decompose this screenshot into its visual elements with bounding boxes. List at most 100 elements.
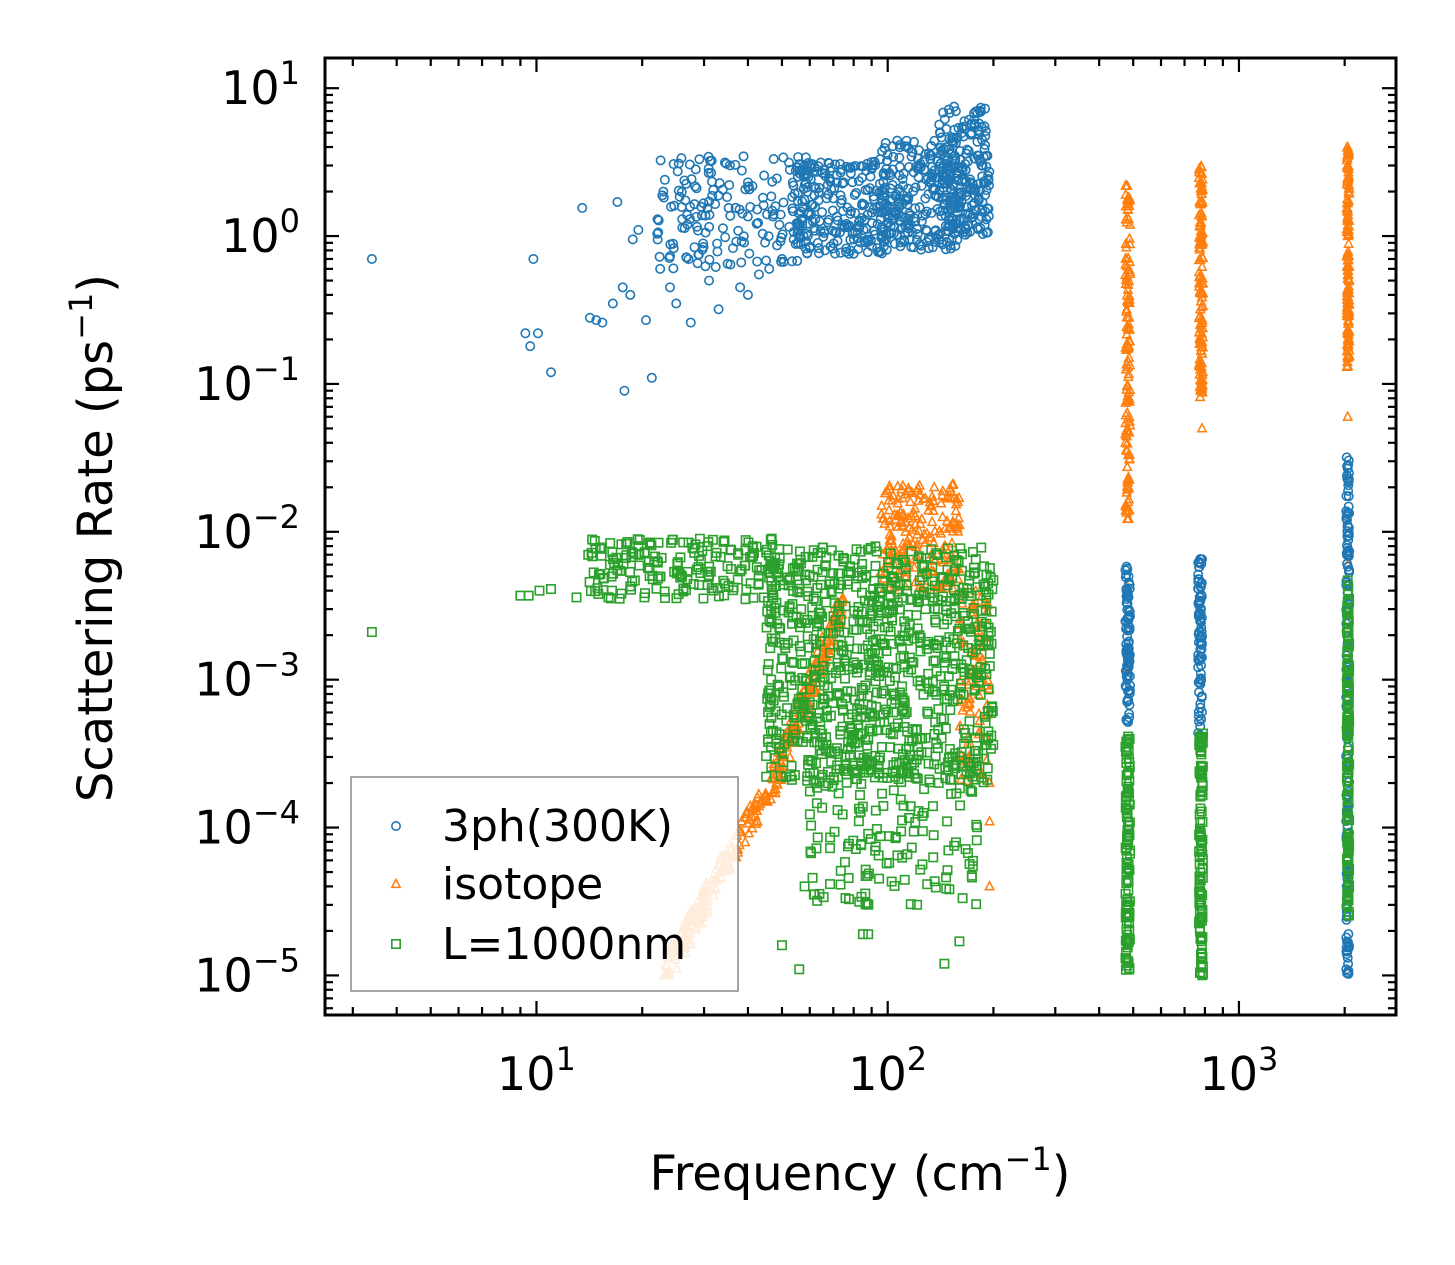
data-point [1122,389,1134,401]
data-point [1122,473,1134,484]
data-point [1195,206,1207,218]
data-point [1123,571,1134,582]
data-point [1121,303,1133,314]
data-point [659,174,670,185]
data-point [1124,708,1135,719]
data-point [765,534,776,545]
data-point [901,534,913,546]
data-point [966,200,977,211]
data-point [960,223,971,234]
data-point [928,830,939,841]
data-point [613,560,624,571]
data-point [702,541,713,552]
data-point [577,202,588,213]
data-point [743,181,754,192]
data-point [876,231,887,242]
data-point [807,216,818,227]
data-point [1342,149,1354,160]
data-point [724,160,735,171]
data-point [1343,468,1354,479]
data-point [1124,712,1135,723]
data-point [646,372,657,383]
data-point [1122,370,1134,382]
x-axis-title-end: ) [1052,1146,1071,1202]
data-point [725,544,736,555]
data-point [1197,183,1209,194]
data-point [1123,512,1134,523]
data-point [959,116,970,127]
data-point [807,199,818,210]
data-point [878,169,889,180]
data-point [764,263,775,274]
data-point [984,648,995,659]
data-point [954,675,966,686]
data-point [1196,383,1207,394]
data-point [1122,361,1134,372]
data-point [571,592,582,603]
data-point [815,579,826,590]
data-point [588,567,599,578]
data-point [1193,569,1204,580]
data-point [896,482,907,494]
data-point [910,203,921,214]
data-point [817,207,828,218]
data-point [741,805,753,816]
data-point [546,584,557,595]
data-point [1121,383,1133,394]
data-point [953,491,965,503]
data-point [1196,590,1207,601]
data-point [876,742,887,753]
data-point [841,243,852,254]
data-point [1120,565,1131,576]
data-point [789,706,801,717]
data-point [863,828,874,839]
data-point [853,816,864,827]
data-point [913,524,925,536]
data-point [818,231,829,242]
data-point [621,550,632,561]
data-point [856,172,867,183]
data-point [828,238,839,249]
data-point [866,157,877,168]
data-point [1342,208,1354,220]
data-point [684,159,695,170]
data-point [960,158,971,169]
data-point [694,154,705,165]
data-point [603,592,614,603]
data-point [724,179,735,190]
data-point [1343,965,1354,976]
data-point [660,593,671,604]
data-point [921,206,932,217]
data-point [1195,638,1206,649]
data-point [1342,461,1353,472]
data-point [965,129,976,140]
legend-label: isotope [442,859,603,910]
data-point [1196,194,1208,205]
data-point [913,145,924,156]
data-point [674,191,685,202]
data-point [1121,500,1132,511]
data-point [762,209,773,220]
x-tick-label: 102 [848,1040,927,1101]
data-point [786,760,797,771]
data-point [814,182,825,193]
data-point [883,494,895,505]
data-point [958,131,969,142]
y-tick-label: 10−2 [194,498,300,559]
data-point [945,704,956,715]
data-point [901,141,912,152]
data-point [725,259,736,270]
data-point [1341,161,1353,172]
data-point [681,252,692,263]
data-point [1343,349,1355,360]
data-point [788,180,799,191]
data-point [668,263,679,274]
data-point [1343,958,1354,969]
data-point [1341,307,1353,318]
data-point [625,566,636,577]
data-point [945,520,957,532]
data-point [1120,252,1132,263]
data-point [744,248,755,259]
data-point [961,701,973,712]
data-point [986,606,997,617]
